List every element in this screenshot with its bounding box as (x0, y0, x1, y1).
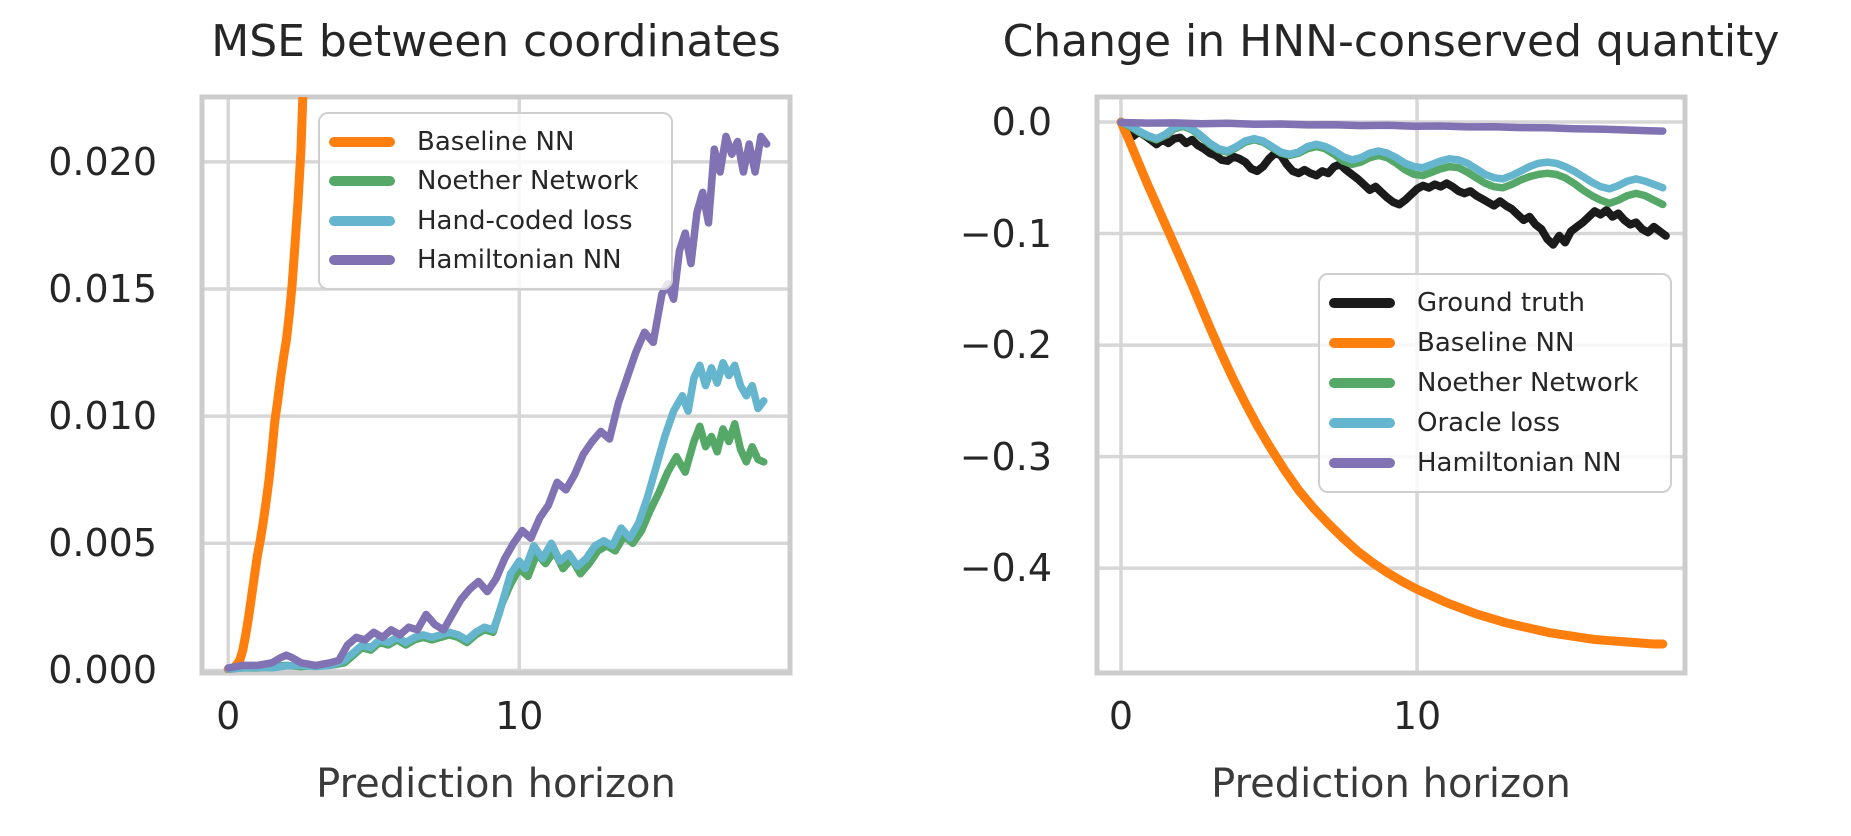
y-tick-label: −0.3 (959, 434, 1052, 479)
legend-line-swatch (1329, 418, 1395, 428)
legend-label: Baseline NN (1417, 328, 1575, 358)
legend-box: Ground truth Baseline NN Noether Network Or… (1318, 273, 1672, 493)
series-line-noether-network (224, 420, 768, 673)
x-tick-label: 10 (495, 694, 544, 738)
legend-label: Noether Network (417, 166, 639, 197)
legend-label: Noether Network (1417, 368, 1639, 398)
y-tick-label: 0.010 (48, 394, 157, 439)
series-line-baseline-nn (223, 97, 308, 673)
legend-item: Noether Network (329, 166, 657, 196)
series-line-hand-coded-loss (224, 358, 768, 673)
right-plot-title: Change in HNN-conserved quantity (1002, 16, 1780, 67)
y-tick-label: −0.2 (959, 323, 1052, 368)
legend-item: Baseline NN (329, 127, 657, 157)
legend-line-swatch (329, 176, 395, 187)
series-line-hamiltonian-nn (224, 132, 771, 672)
legend-line-swatch (1329, 338, 1395, 348)
legend-item: Hand-coded loss (329, 206, 657, 236)
legend-item: Ground truth (1329, 288, 1656, 318)
legend-label: Hamiltonian NN (417, 245, 622, 276)
x-tick-label: 0 (1108, 694, 1134, 738)
legend-line-swatch (1329, 298, 1395, 308)
legend-item: Hamiltonian NN (1329, 448, 1656, 478)
axes-spine (199, 94, 793, 676)
right-x-axis-label: Prediction horizon (1211, 761, 1571, 807)
legend-item: Baseline NN (1329, 328, 1656, 358)
legend-label: Hand-coded loss (417, 205, 633, 236)
legend-item: Noether Network (1329, 368, 1656, 398)
legend-line-swatch (329, 255, 395, 266)
legend-label: Oracle loss (1417, 408, 1561, 438)
legend-box: Baseline NN Noether Network Hand-coded los… (318, 112, 673, 290)
y-tick-label: −0.4 (959, 546, 1052, 591)
x-tick-label: 0 (216, 694, 241, 738)
y-tick-label: 0.005 (48, 521, 157, 566)
y-tick-label: 0.015 (48, 267, 157, 311)
y-tick-label: 0.0 (991, 99, 1052, 144)
legend-label: Hamiltonian NN (1417, 448, 1622, 478)
legend-item: Oracle loss (1329, 408, 1656, 438)
y-tick-label: 0.020 (48, 139, 157, 184)
series-line-oracle-loss (1117, 118, 1667, 193)
legend-label: Ground truth (1417, 288, 1585, 318)
legend-line-swatch (329, 136, 395, 147)
y-tick-label: 0.000 (48, 648, 157, 693)
legend-label: Baseline NN (417, 126, 575, 157)
legend-line-swatch (1329, 378, 1395, 388)
series-line-baseline-nn (1116, 117, 1668, 649)
series-line-hamiltonian-nn (1117, 118, 1667, 135)
y-tick-label: −0.1 (959, 211, 1052, 256)
legend-line-swatch (329, 215, 395, 226)
legend-item: Hamiltonian NN (329, 245, 657, 275)
series-line-ground-truth (1117, 118, 1670, 249)
left-x-axis-label: Prediction horizon (316, 761, 676, 807)
legend-line-swatch (1329, 458, 1395, 468)
left-plot-title: MSE between coordinates (211, 16, 781, 67)
axes-spine (1094, 94, 1688, 676)
x-tick-label: 10 (1392, 694, 1442, 738)
